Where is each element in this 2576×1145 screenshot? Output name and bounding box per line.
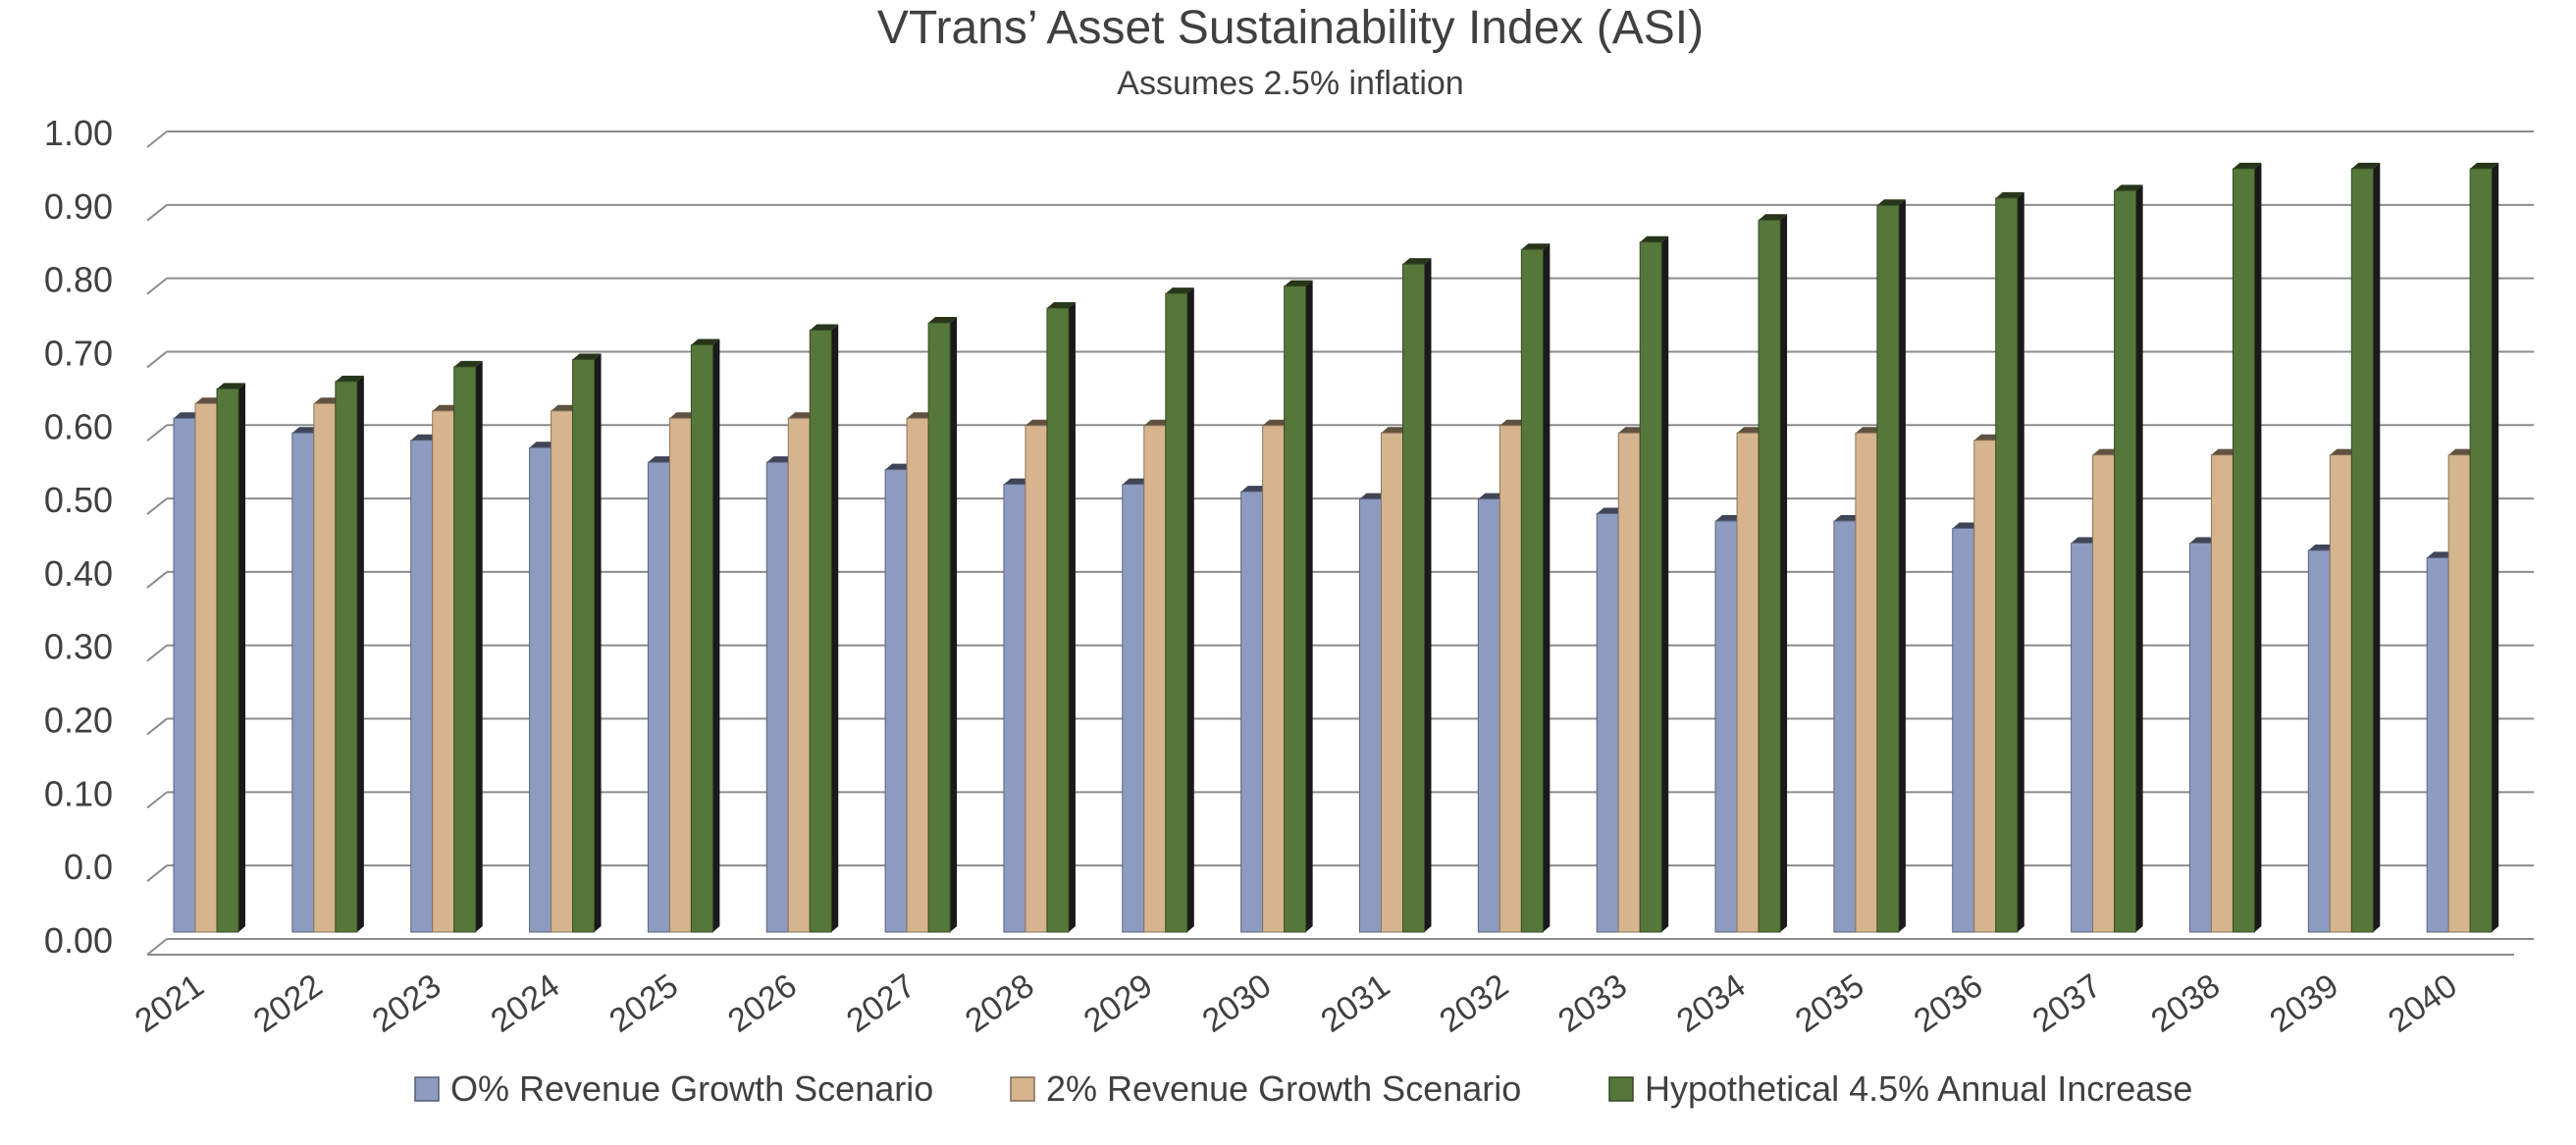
legend-label: 2% Revenue Growth Scenario <box>1046 1068 1521 1109</box>
legend-item-3: Hypothetical 4.5% Annual Increase <box>1608 1068 2192 1109</box>
bar-2033-series-3 <box>1639 235 1669 933</box>
x-tick-label: 2025 <box>603 966 685 1040</box>
x-tick-label: 2035 <box>1789 966 1871 1040</box>
legend-item-1: O% Revenue Growth Scenario <box>414 1068 933 1109</box>
x-tick-label: 2036 <box>1908 966 1990 1040</box>
gridline-slant <box>146 571 168 589</box>
x-tick-label: 2021 <box>129 966 211 1040</box>
bar-2028-series-3 <box>1046 302 1076 933</box>
x-tick-label: 2029 <box>1078 966 1160 1040</box>
gridline-slant <box>146 350 168 369</box>
y-tick-label: 0.80 <box>44 260 113 300</box>
x-tick-label: 2032 <box>1433 966 1515 1040</box>
bar-2034-series-3 <box>1758 214 1788 933</box>
chart-title: VTrans’ Asset Sustainability Index (ASI) <box>877 2 1704 54</box>
gridline-slant <box>146 277 168 295</box>
y-tick-label: 0.40 <box>44 553 113 594</box>
bar-2031-series-3 <box>1402 258 1432 933</box>
gridline-slant <box>146 717 168 736</box>
bar-2024-series-3 <box>572 353 602 933</box>
x-tick-label: 2027 <box>840 966 922 1040</box>
gridline-slant <box>146 497 168 515</box>
bar-2030-series-3 <box>1284 280 1313 933</box>
gridline-slant <box>146 130 168 148</box>
bar-2036-series-3 <box>1995 191 2024 933</box>
bar-2021-series-3 <box>216 383 245 933</box>
y-tick-label: 0.10 <box>44 773 113 813</box>
chart-subtitle: Assumes 2.5% inflation <box>1117 65 1463 102</box>
y-axis-ticks: 0.00 0.0 0.10 0.20 0.30 0.40 0.50 0.60 0.70 0.80 0… <box>44 113 113 961</box>
gridline-slant <box>146 424 168 442</box>
bar-2037-series-3 <box>2114 184 2143 933</box>
bar-2040-series-3 <box>2469 162 2499 933</box>
bars <box>173 162 2499 933</box>
gridline-slant <box>146 644 168 662</box>
x-tick-label: 2040 <box>2382 966 2464 1040</box>
legend-item-2: 2% Revenue Growth Scenario <box>1010 1068 1521 1109</box>
y-tick-label: 0.60 <box>44 406 113 446</box>
gridline-slant <box>146 204 168 222</box>
x-axis-ticks: 2021 2022 2023 2024 2025 2026 2027 2028 2029 2030… <box>129 966 2464 1040</box>
bar-2023-series-3 <box>453 360 483 933</box>
y-tick-label: 1.00 <box>44 113 113 153</box>
x-tick-label: 2039 <box>2263 966 2345 1040</box>
bar-2032-series-3 <box>1520 243 1551 933</box>
gridline-slant <box>146 791 168 809</box>
bar-2029-series-3 <box>1165 287 1194 933</box>
y-tick-label: 0.30 <box>44 627 113 667</box>
bar-2038-series-3 <box>2232 162 2262 933</box>
bar-2022-series-3 <box>335 375 364 933</box>
y-tick-label: 0.70 <box>44 333 113 373</box>
gridline-slant <box>146 864 168 882</box>
x-tick-label: 2026 <box>721 966 804 1040</box>
y-tick-label: 0.0 <box>64 847 113 887</box>
legend-label: Hypothetical 4.5% Annual Increase <box>1645 1068 2192 1109</box>
x-tick-label: 2037 <box>2025 966 2108 1040</box>
x-tick-label: 2024 <box>484 966 566 1040</box>
bar-2035-series-3 <box>1876 199 1906 933</box>
gridline-slant <box>146 938 168 956</box>
y-tick-label: 0.00 <box>44 920 113 961</box>
y-tick-label: 0.20 <box>44 701 113 741</box>
x-tick-label: 2038 <box>2144 966 2227 1040</box>
legend-swatch <box>1010 1076 1035 1102</box>
x-tick-label: 2028 <box>959 966 1041 1040</box>
x-tick-label: 2030 <box>1195 966 1278 1040</box>
x-tick-label: 2031 <box>1314 966 1396 1040</box>
gridlines <box>146 130 2534 956</box>
legend-swatch <box>414 1076 440 1102</box>
y-tick-label: 0.50 <box>44 480 113 520</box>
legend-swatch <box>1608 1076 1634 1102</box>
bar-2026-series-3 <box>809 324 839 933</box>
x-tick-label: 2033 <box>1551 966 1634 1040</box>
bar-2039-series-3 <box>2350 162 2381 933</box>
x-tick-label: 2022 <box>247 966 330 1040</box>
bar-2025-series-3 <box>690 338 720 933</box>
x-tick-label: 2023 <box>366 966 448 1040</box>
legend: O% Revenue Growth Scenario 2% Revenue Gro… <box>414 1068 2192 1109</box>
bar-2027-series-3 <box>927 317 958 933</box>
legend-label: O% Revenue Growth Scenario <box>450 1068 933 1109</box>
y-tick-label: 0.90 <box>44 186 113 227</box>
x-tick-label: 2034 <box>1670 966 1753 1040</box>
